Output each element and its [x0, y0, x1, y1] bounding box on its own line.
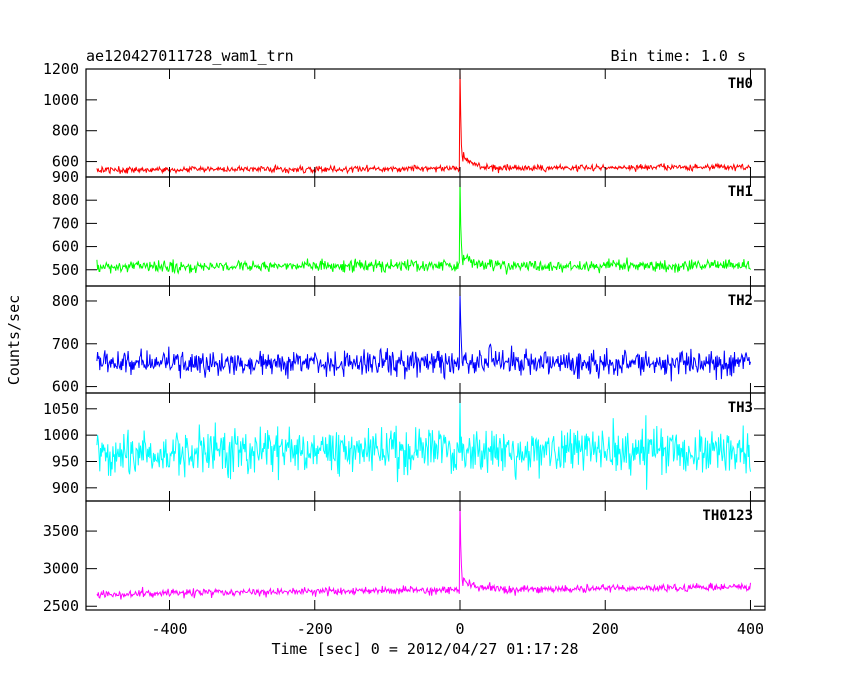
y-tick-label: 3500	[43, 522, 79, 540]
y-tick-label: 800	[52, 292, 79, 310]
y-axis-label: Counts/sec	[5, 295, 23, 385]
x-axis-label: Time [sec] 0 = 2012/04/27 01:17:28	[271, 640, 578, 658]
panel-th3: 900 950 1000 1050 TH3	[43, 392, 766, 502]
y-tick-label: 900	[52, 168, 79, 186]
panel-th1: 500 600 700 800 900 TH1	[52, 168, 766, 287]
y-tick-label: 600	[52, 153, 79, 171]
panels-group: 600 800 1000 1200 TH0 500 600 700 800 900 TH1 600 70…	[43, 60, 766, 615]
panel-label-th3: TH3	[728, 400, 753, 416]
chart-title: ae120427011728_wam1_trn	[86, 47, 294, 65]
y-tick-label: 700	[52, 214, 79, 232]
x-tick-label: -400	[151, 620, 187, 638]
y-tick-label: 600	[52, 238, 79, 256]
y-tick-label: 1050	[43, 400, 79, 418]
panel-th0123: 2500 3000 3500 TH0123	[43, 500, 766, 615]
panel-frame	[85, 500, 766, 611]
y-tick-label: 600	[52, 378, 79, 396]
y-tick-label: 800	[52, 191, 79, 209]
y-tick-label: 700	[52, 335, 79, 353]
series-th1-line	[96, 178, 751, 275]
y-tick-label: 2500	[43, 597, 79, 615]
y-tick-label: 500	[52, 261, 79, 279]
y-tick-label: 1000	[43, 426, 79, 444]
series-th3-line	[96, 401, 751, 490]
y-tick-label: 3000	[43, 560, 79, 578]
series-th0123-line	[96, 502, 751, 600]
panel-th0: 600 800 1000 1200 TH0	[43, 60, 766, 178]
y-tick-label: 1000	[43, 91, 79, 109]
panel-label-th2: TH2	[728, 293, 753, 309]
x-tick-label: 400	[737, 620, 764, 638]
panel-label-th1: TH1	[728, 184, 753, 200]
x-tick-label: 0	[455, 620, 464, 638]
x-axis: -400 -200 0 200 400	[151, 620, 764, 638]
panel-label-th0: TH0	[728, 76, 753, 92]
series-th0-line	[96, 68, 751, 175]
panel-label-th0123: TH0123	[702, 508, 753, 524]
panel-th2: 600 700 800 TH2	[52, 285, 766, 396]
x-tick-label: 200	[592, 620, 619, 638]
x-tick-label: -200	[297, 620, 333, 638]
y-tick-label: 950	[52, 452, 79, 470]
y-tick-label: 900	[52, 479, 79, 497]
y-tick-label: 800	[52, 122, 79, 140]
panel-frame	[85, 176, 766, 287]
series-th2-line	[96, 293, 751, 382]
panel-frame	[85, 68, 766, 178]
bin-time-label: Bin time: 1.0 s	[611, 47, 746, 65]
y-tick-label: 1200	[43, 60, 79, 78]
panel-frame	[85, 285, 766, 394]
